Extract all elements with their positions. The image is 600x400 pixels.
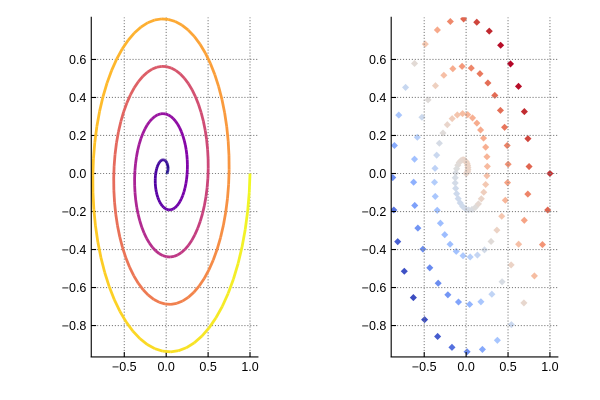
svg-text:−0.6: −0.6 — [62, 281, 87, 295]
svg-text:0.0: 0.0 — [157, 360, 174, 374]
svg-text:−0.8: −0.8 — [362, 319, 387, 333]
svg-text:−0.5: −0.5 — [412, 360, 437, 374]
svg-text:−0.5: −0.5 — [112, 360, 137, 374]
svg-text:0.6: 0.6 — [69, 53, 86, 67]
svg-text:0.0: 0.0 — [369, 167, 386, 181]
svg-text:−0.6: −0.6 — [362, 281, 387, 295]
svg-text:−0.2: −0.2 — [62, 205, 87, 219]
svg-text:0.6: 0.6 — [369, 53, 386, 67]
svg-text:0.4: 0.4 — [69, 91, 86, 105]
svg-text:1.0: 1.0 — [241, 360, 258, 374]
svg-text:1.0: 1.0 — [541, 360, 558, 374]
svg-text:0.4: 0.4 — [369, 91, 386, 105]
svg-text:0.5: 0.5 — [199, 360, 216, 374]
svg-text:−0.2: −0.2 — [362, 205, 387, 219]
svg-text:0.2: 0.2 — [69, 129, 86, 143]
svg-text:0.0: 0.0 — [457, 360, 474, 374]
svg-text:−0.4: −0.4 — [62, 243, 87, 257]
svg-text:0.5: 0.5 — [499, 360, 516, 374]
svg-text:−0.4: −0.4 — [362, 243, 387, 257]
svg-text:−0.8: −0.8 — [62, 319, 87, 333]
svg-text:0.0: 0.0 — [69, 167, 86, 181]
svg-text:0.2: 0.2 — [369, 129, 386, 143]
